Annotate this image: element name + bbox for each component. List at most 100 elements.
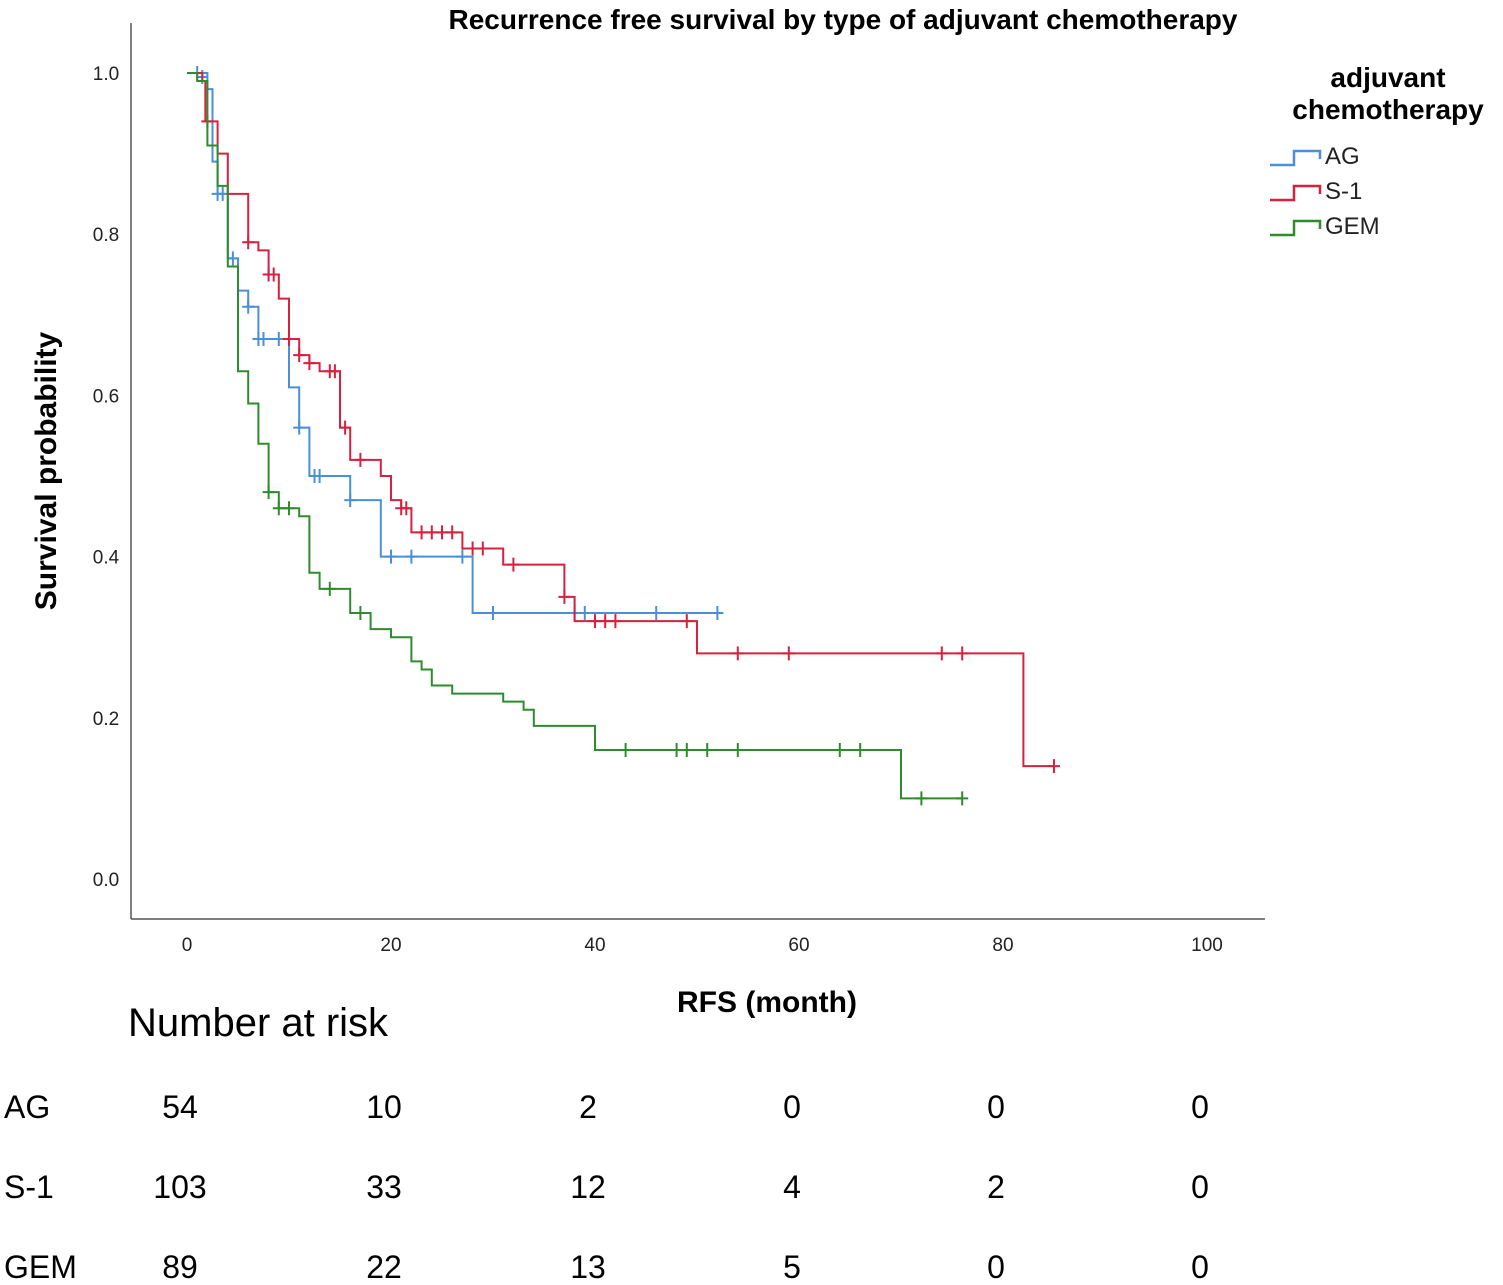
legend-title-line2: chemotherapy	[1292, 94, 1484, 125]
censor-mark-gem	[701, 743, 714, 758]
censor-mark-s1	[293, 348, 306, 363]
censor-mark-ag	[650, 606, 663, 621]
y-tick-label: 0.2	[93, 709, 119, 730]
censor-mark-ag	[456, 549, 469, 564]
censor-mark-gem	[670, 743, 683, 758]
survival-line-gem	[187, 72, 963, 800]
censor-mark-ag	[313, 469, 326, 483]
y-axis-label: Survival probability	[30, 331, 63, 610]
censor-mark-s1	[680, 614, 693, 629]
censor-mark-s1	[731, 646, 744, 661]
risk-value-ag: 0	[783, 1089, 801, 1125]
censor-mark-ag	[226, 251, 239, 266]
risk-row-label-ag: AG	[4, 1089, 50, 1125]
censor-mark-gem	[680, 743, 693, 758]
censor-mark-gem	[915, 791, 928, 806]
censor-mark-s1	[589, 614, 601, 629]
censor-mark-ag	[257, 331, 270, 346]
censor-mark-s1	[609, 614, 622, 629]
x-tick-label: 100	[1191, 935, 1223, 956]
risk-value-ag: 0	[987, 1089, 1005, 1125]
censor-mark-ag	[293, 420, 306, 435]
survival-curves	[187, 66, 1060, 806]
censor-mark-s1	[425, 525, 438, 540]
y-tick-label: 0.8	[93, 225, 119, 246]
risk-value-ag: 10	[366, 1089, 402, 1125]
series-s1	[187, 72, 1060, 774]
censor-mark-s1	[436, 525, 448, 540]
y-tick-labels: 0.0 0.2 0.4 0.6 0.8 1.0	[93, 64, 120, 891]
series-gem	[187, 72, 969, 806]
risk-value-ag: 0	[1191, 1089, 1209, 1125]
censor-mark-s1	[935, 646, 948, 661]
risk-table: Number at risk AG 54 10 2 0 0 0 S-1 103 33 12 4 2 0 GE…	[4, 1001, 1209, 1285]
y-tick-label: 0.4	[93, 548, 120, 569]
censor-mark-s1	[328, 364, 341, 379]
risk-value-s1: 2	[987, 1169, 1005, 1205]
survival-line-s1	[187, 72, 1054, 768]
legend: adjuvant chemotherapy AG S-1 GEM	[1270, 62, 1484, 240]
risk-value-s1: 12	[570, 1169, 606, 1205]
risk-value-gem: 0	[1191, 1249, 1209, 1285]
censor-mark-ag	[216, 186, 229, 201]
censor-mark-s1	[782, 646, 795, 661]
censor-mark-s1	[242, 235, 255, 250]
axes	[130, 23, 1265, 920]
risk-value-gem: 13	[570, 1249, 606, 1285]
risk-value-gem: 5	[783, 1249, 801, 1285]
series-ag	[187, 66, 724, 621]
risk-table-title: Number at risk	[128, 1001, 389, 1045]
legend-label-ag: AG	[1325, 143, 1360, 170]
survival-line-ag	[187, 72, 718, 615]
risk-value-s1: 33	[366, 1169, 402, 1205]
censor-mark-ag	[242, 299, 255, 314]
x-axis-label: RFS (month)	[677, 986, 857, 1019]
censor-mark-gem	[731, 743, 744, 758]
risk-value-s1: 103	[153, 1169, 206, 1205]
risk-value-ag: 2	[579, 1089, 597, 1125]
risk-value-gem: 89	[162, 1249, 198, 1285]
censor-mark-gem	[323, 581, 336, 596]
censor-mark-s1	[267, 267, 280, 282]
y-tick-label: 1.0	[93, 64, 119, 85]
x-tick-label: 60	[788, 935, 809, 956]
x-tick-label: 80	[992, 935, 1013, 956]
censor-mark-gem	[272, 501, 285, 516]
risk-value-gem: 22	[366, 1249, 402, 1285]
risk-value-s1: 0	[1191, 1169, 1209, 1205]
censor-mark-gem	[854, 743, 867, 758]
risk-table-rows: AG 54 10 2 0 0 0 S-1 103 33 12 4 2 0 GEM 89 22 13 5 0 0	[4, 1089, 1209, 1285]
censor-mark-s1	[476, 541, 489, 556]
x-tick-label: 20	[380, 935, 401, 956]
legend-label-gem: GEM	[1325, 213, 1380, 240]
risk-value-ag: 54	[162, 1089, 198, 1125]
censor-mark-s1	[339, 420, 352, 435]
censor-mark-ag	[578, 606, 591, 621]
legend-items: AG S-1 GEM	[1270, 143, 1380, 240]
censor-mark-gem	[833, 743, 846, 758]
legend-swatch-gem	[1270, 219, 1322, 237]
censor-mark-ag	[344, 493, 357, 508]
y-tick-label: 0.6	[93, 386, 119, 407]
censor-mark-gem	[619, 743, 632, 758]
censor-mark-s1	[400, 501, 413, 516]
censor-mark-s1	[446, 525, 459, 540]
censor-mark-s1	[558, 589, 571, 604]
censor-mark-ag	[405, 549, 418, 564]
x-tick-label: 0	[182, 935, 193, 956]
legend-swatch-ag	[1270, 149, 1322, 167]
censor-mark-gem	[283, 501, 295, 516]
x-tick-labels: 0 20 40 60 80 100	[182, 935, 1223, 956]
censor-mark-s1	[956, 646, 969, 661]
censor-mark-ag	[272, 331, 285, 346]
chart-title: Recurrence free survival by type of adju…	[449, 4, 1238, 35]
legend-title-line1: adjuvant	[1330, 62, 1445, 93]
censor-mark-s1	[507, 557, 520, 572]
censor-mark-s1	[303, 356, 316, 371]
censor-mark-ag	[487, 606, 499, 621]
censor-mark-s1	[354, 452, 367, 467]
x-tick-label: 40	[584, 935, 605, 956]
risk-value-s1: 4	[783, 1169, 801, 1205]
censor-mark-s1	[283, 331, 295, 346]
